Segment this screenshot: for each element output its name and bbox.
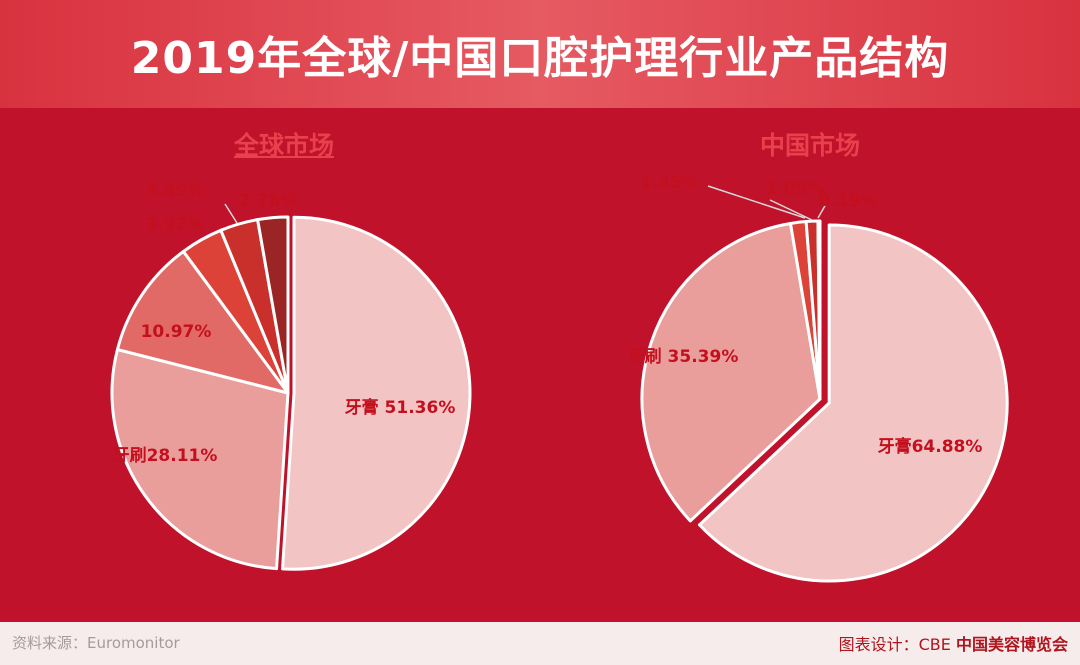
- pie-slice: [281, 215, 472, 571]
- slice-label: 1.09%: [766, 179, 825, 199]
- slice-label: 10.97%: [141, 322, 212, 342]
- slice-label: 0.19%: [819, 191, 878, 211]
- global-market-title: 全球市场: [234, 131, 335, 160]
- slice-label: 牙刷 35.39%: [628, 347, 739, 367]
- leader-line: [224, 203, 238, 224]
- slice-label: 3.92%: [146, 215, 205, 235]
- chart-area: 全球市场 中国市场 牙膏 51.36% 牙刷28.11% 10.97% 3.92% 3.…: [0, 108, 1080, 622]
- credit-prefix: 图表设计：CBE: [838, 635, 951, 654]
- leader-line: [707, 185, 806, 219]
- pie-slice: [816, 219, 822, 401]
- credit-brand: 中国美容博览会: [955, 635, 1068, 654]
- pie-slice: [697, 223, 1009, 583]
- pie-slice: [110, 348, 290, 571]
- leader-line: [769, 199, 813, 221]
- design-credit: 图表设计：CBE 中国美容博览会: [839, 631, 1068, 655]
- page-title: 2019年全球/中国口腔护理行业产品结构: [130, 33, 950, 84]
- footer: 资料来源：Euromonitor 图表设计：CBE 中国美容博览会: [0, 622, 1080, 665]
- slice-label: 3.49%: [146, 181, 205, 201]
- leader-line: [817, 203, 827, 219]
- pie-global: 牙膏 51.36% 牙刷28.11% 10.97% 3.92% 3.49% 2.78%: [110, 181, 472, 571]
- header-banner: 2019年全球/中国口腔护理行业产品结构: [0, 0, 1080, 108]
- pie-slice: [640, 221, 822, 523]
- slice-label: 2.78%: [239, 191, 298, 211]
- pie-slice: [115, 249, 290, 395]
- pie-slice: [256, 215, 290, 395]
- pie-charts: 牙膏 51.36%牙刷28.11%10.97%3.92%3.49% 2.78%牙膏…: [110, 173, 1009, 583]
- slice-label: 牙刷28.11%: [113, 446, 218, 466]
- slice-label: 牙膏 51.36%: [345, 397, 456, 418]
- slice-label: 1.45%: [641, 173, 700, 193]
- slice-label: 牙膏64.88%: [878, 436, 983, 457]
- source-note: 资料来源：Euromonitor: [12, 634, 180, 652]
- china-market-title: 中国市场: [760, 131, 861, 160]
- pie-china: 牙膏64.88% 牙刷 35.39% 1.45% 1.09%0.19%: [628, 173, 1009, 583]
